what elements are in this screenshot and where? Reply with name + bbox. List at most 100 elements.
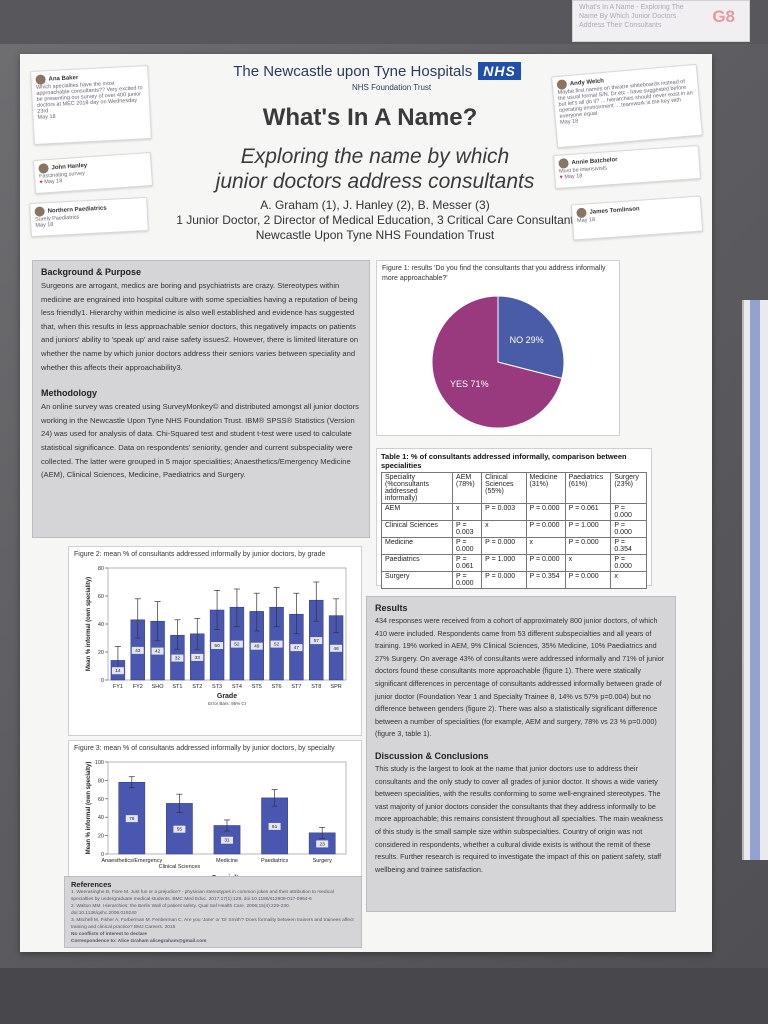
figure-2-caption: Figure 2: mean % of consultants addresse… (74, 551, 326, 558)
y-tick-label: 40 (98, 815, 104, 821)
y-tick-label: 20 (98, 834, 104, 840)
data-label: 14 (115, 668, 121, 674)
table-cell: P = 0.000 (610, 520, 647, 538)
data-label: 33 (195, 655, 201, 661)
wall-bottom (0, 968, 768, 1024)
y-tick-label: 40 (98, 622, 104, 628)
results-discussion-panel: Results 434 responses were received from… (366, 596, 676, 912)
x-tick-label: Medicine (216, 858, 238, 864)
data-label: 43 (135, 648, 141, 654)
data-label-box (316, 840, 329, 848)
table-header-cell: Paediatrics (61%) (564, 472, 612, 504)
table-cell: P = 0.000 (525, 520, 566, 538)
tweet-author: James Tomlinson (589, 206, 640, 216)
tweet-card: Northern Paediatrics Surely Paediatrics … (29, 196, 149, 238)
table-row: Surgery P = 0.000 P = 0.000 P = 0.354 P = 0.… (380, 571, 647, 589)
x-tick-label: ST6 (272, 684, 282, 690)
table-header-cell: AEM (78%) (452, 472, 483, 504)
data-label: 46 (333, 646, 339, 652)
table-1-panel: Table 1: % of consultants addressed info… (376, 448, 652, 589)
data-label-box (310, 637, 323, 645)
neighbour-poster-edge (742, 300, 768, 860)
data-label-box (171, 654, 184, 662)
tweet-meta: May 18 (564, 173, 583, 181)
data-label: 61 (272, 824, 278, 830)
data-label: 31 (224, 838, 230, 844)
table-cell: P = 0.000 (481, 571, 527, 589)
poster-title: What's In A Name? (262, 104, 478, 131)
table-cell: P = 0.000 (481, 537, 527, 555)
references-heading: References (71, 880, 112, 889)
x-tick-label: SPR (330, 684, 341, 690)
trust-subtitle: NHS Foundation Trust (352, 83, 432, 92)
table-cell: P = 0.000 (525, 503, 566, 521)
table-cell: x (525, 537, 566, 555)
reference-item: 1. Weerasinghe B, Fiore M. Just fun or a… (71, 890, 334, 902)
table-header-cell: Surgery (23%) (610, 472, 647, 504)
x-tick-label: ST5 (252, 684, 262, 690)
table-cell: Paediatrics (380, 554, 454, 572)
author-names: A. Graham (1), J. Hanley (2), B. Messer … (260, 198, 490, 212)
y-axis-label: Mean % informal (own specialty) (86, 762, 92, 855)
y-tick-label: 60 (98, 594, 104, 600)
chart-footnote: Error Bars: 95% CI (208, 701, 246, 706)
y-tick-label: 0 (101, 852, 104, 858)
data-label-box (173, 825, 186, 833)
data-label: 23 (320, 841, 326, 847)
x-tick-label: SHO (152, 684, 165, 690)
references-panel: References 1. Weerasinghe B, Fiore M. Ju… (64, 876, 362, 948)
table-cell: Surgery (380, 571, 454, 589)
table-header-cell: Medicine (31%) (525, 472, 566, 504)
x-tick-label: FY1 (113, 684, 123, 690)
table-cell: P = 0.000 (452, 571, 483, 589)
background-methodology-panel: Background & Purpose Surgeons are arroga… (32, 260, 370, 538)
neighbour-poster-band (750, 300, 760, 860)
tweet-author: Annie Batchelor (571, 157, 618, 167)
y-axis-label: Mean % informal (own speciality) (86, 577, 92, 671)
table-row: Paediatrics P = 0.061 P = 1.000 P = 0.000 x P… (380, 554, 647, 572)
poster: The Newcastle upon Tyne Hospitals NHS NH… (20, 54, 712, 952)
avatar (34, 206, 45, 217)
x-tick-label: ST3 (212, 684, 222, 690)
data-label: 57 (314, 638, 320, 644)
data-label-box (330, 644, 343, 652)
heart-icon: ♥ (39, 179, 44, 186)
table-cell: AEM (380, 503, 454, 521)
table-cell: P = 1.000 (481, 554, 527, 572)
data-label-box (111, 667, 124, 675)
trust-name: The Newcastle upon Tyne Hospitals (233, 62, 473, 80)
table-cell: P = 0.000 (610, 503, 647, 521)
figure-2-panel: Figure 2: mean % of consultants addresse… (68, 546, 362, 736)
table-cell: Clinical Sciences (380, 520, 454, 538)
tweet-meta: May 18 (44, 178, 63, 186)
x-tick-label: FY2 (133, 684, 143, 690)
data-label-box (151, 647, 164, 655)
x-tick-label: Anaesthetics/Emergency (101, 858, 162, 864)
y-tick-label: 80 (98, 566, 104, 572)
tweet-card: John Hanley Fascinating survey ♥ May 18 (32, 151, 154, 195)
data-label-box (191, 653, 204, 661)
figure-3-panel: Figure 3: mean % of consultants addresse… (68, 740, 362, 900)
table-row: AEM x P = 0.003 P = 0.000 P = 0.061 P = 0.000 (380, 503, 647, 521)
data-label: 32 (175, 656, 181, 662)
methodology-heading: Methodology (41, 388, 97, 399)
data-label: 55 (177, 827, 183, 833)
x-tick-label: ST7 (291, 684, 301, 690)
y-tick-label: 80 (98, 778, 104, 784)
data-label-box (221, 836, 233, 844)
plot-area (107, 567, 347, 681)
table-row: Clinical Sciences P = 0.003 x P = 0.000 P = … (380, 520, 647, 538)
table-cell: P = 0.003 (481, 503, 527, 521)
table-cell: P = 0.061 (564, 503, 612, 521)
tweet-author: Northern Paediatrics (47, 205, 107, 215)
table-cell: P = 0.354 (525, 571, 566, 589)
nhs-logo: NHS (478, 62, 521, 80)
table-cell: Medicine (380, 537, 454, 555)
table-cell: P = 0.354 (610, 537, 647, 555)
pie-slice-label: NO 29% (510, 335, 544, 345)
discussion-text: This study is the largest to look at the… (375, 763, 663, 874)
trust-header: The Newcastle upon Tyne Hospitals NHS (212, 60, 542, 82)
tweet-author: Ana Baker (48, 75, 79, 83)
results-text: 434 responses were received from a cohor… (375, 616, 665, 739)
results-heading: Results (375, 603, 408, 613)
